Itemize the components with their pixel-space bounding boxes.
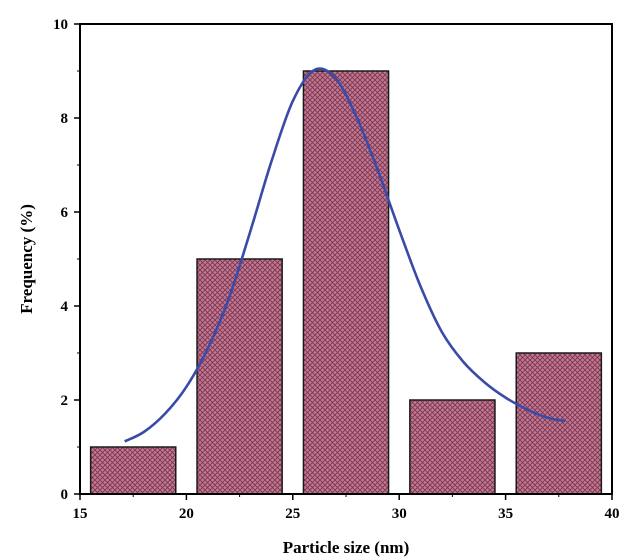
histogram-bar-2 — [196, 258, 283, 495]
histogram-bar-4 — [409, 399, 496, 495]
gaussian-fit-curve — [124, 67, 566, 443]
x-tick-label-30: 30 — [392, 506, 407, 522]
y-tick-label-10: 10 — [53, 17, 68, 33]
x-tick-label-25: 25 — [285, 506, 300, 522]
y-tick-label-8: 8 — [61, 111, 69, 127]
y-tick-label-4: 4 — [61, 299, 69, 315]
x-tick-label-40: 40 — [605, 506, 620, 522]
histogram-bar-5 — [515, 352, 603, 495]
x-tick-label-20: 20 — [179, 506, 194, 522]
x-tick-label-15: 15 — [73, 506, 88, 522]
x-axis-title: Particle size (nm) — [283, 538, 410, 557]
y-axis-title: Frequency (%) — [17, 204, 36, 314]
histogram-bar-3 — [302, 70, 390, 495]
x-tick-label-35: 35 — [498, 506, 513, 522]
bars-layer — [89, 70, 603, 495]
ticks-layer: 15 20 25 30 35 40 0 2 4 6 8 10 — [53, 17, 620, 522]
y-tick-label-0: 0 — [61, 487, 69, 503]
y-tick-label-2: 2 — [61, 393, 69, 409]
y-tick-label-6: 6 — [61, 205, 69, 221]
histogram-bar-1 — [89, 446, 177, 495]
